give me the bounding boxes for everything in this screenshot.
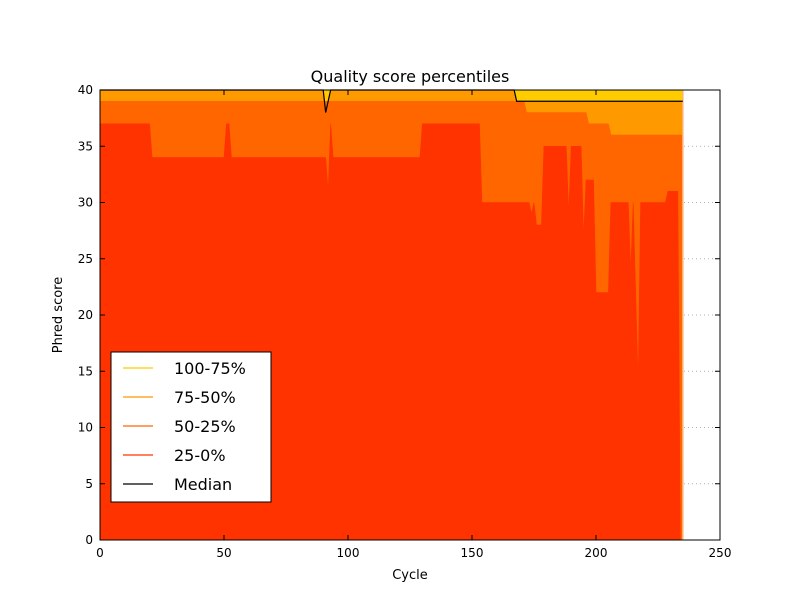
legend-label: 50-25% [174,417,236,436]
y-axis-label: Phred score [51,277,66,353]
x-tick-label: 200 [585,546,608,560]
x-tick-label: 100 [337,546,360,560]
y-tick-label: 10 [78,421,93,435]
legend: 100-75% 75-50% 50-25% 25-0% Median [110,351,272,503]
x-axis-ticks: 0 50 100 150 200 250 [96,90,731,560]
y-axis-ticks: 0 5 10 15 20 25 30 35 40 [78,83,720,547]
y-tick-label: 15 [78,364,93,378]
y-tick-label: 25 [78,252,93,266]
y-tick-label: 40 [78,83,93,97]
y-tick-label: 5 [85,477,93,491]
legend-label: Median [174,475,232,494]
legend-label: 25-0% [174,446,226,465]
legend-label: 100-75% [174,359,246,378]
x-tick-label: 150 [461,546,484,560]
legend-label: 75-50% [174,388,236,407]
y-tick-label: 30 [78,196,93,210]
chart-title: Quality score percentiles [311,67,510,86]
x-tick-label: 50 [216,546,231,560]
x-axis-label: Cycle [392,568,428,583]
x-tick-label: 250 [709,546,732,560]
y-tick-label: 35 [78,139,93,153]
x-tick-label: 0 [96,546,104,560]
y-tick-label: 0 [85,533,93,547]
y-tick-label: 20 [78,308,93,322]
legend-box [110,351,272,503]
